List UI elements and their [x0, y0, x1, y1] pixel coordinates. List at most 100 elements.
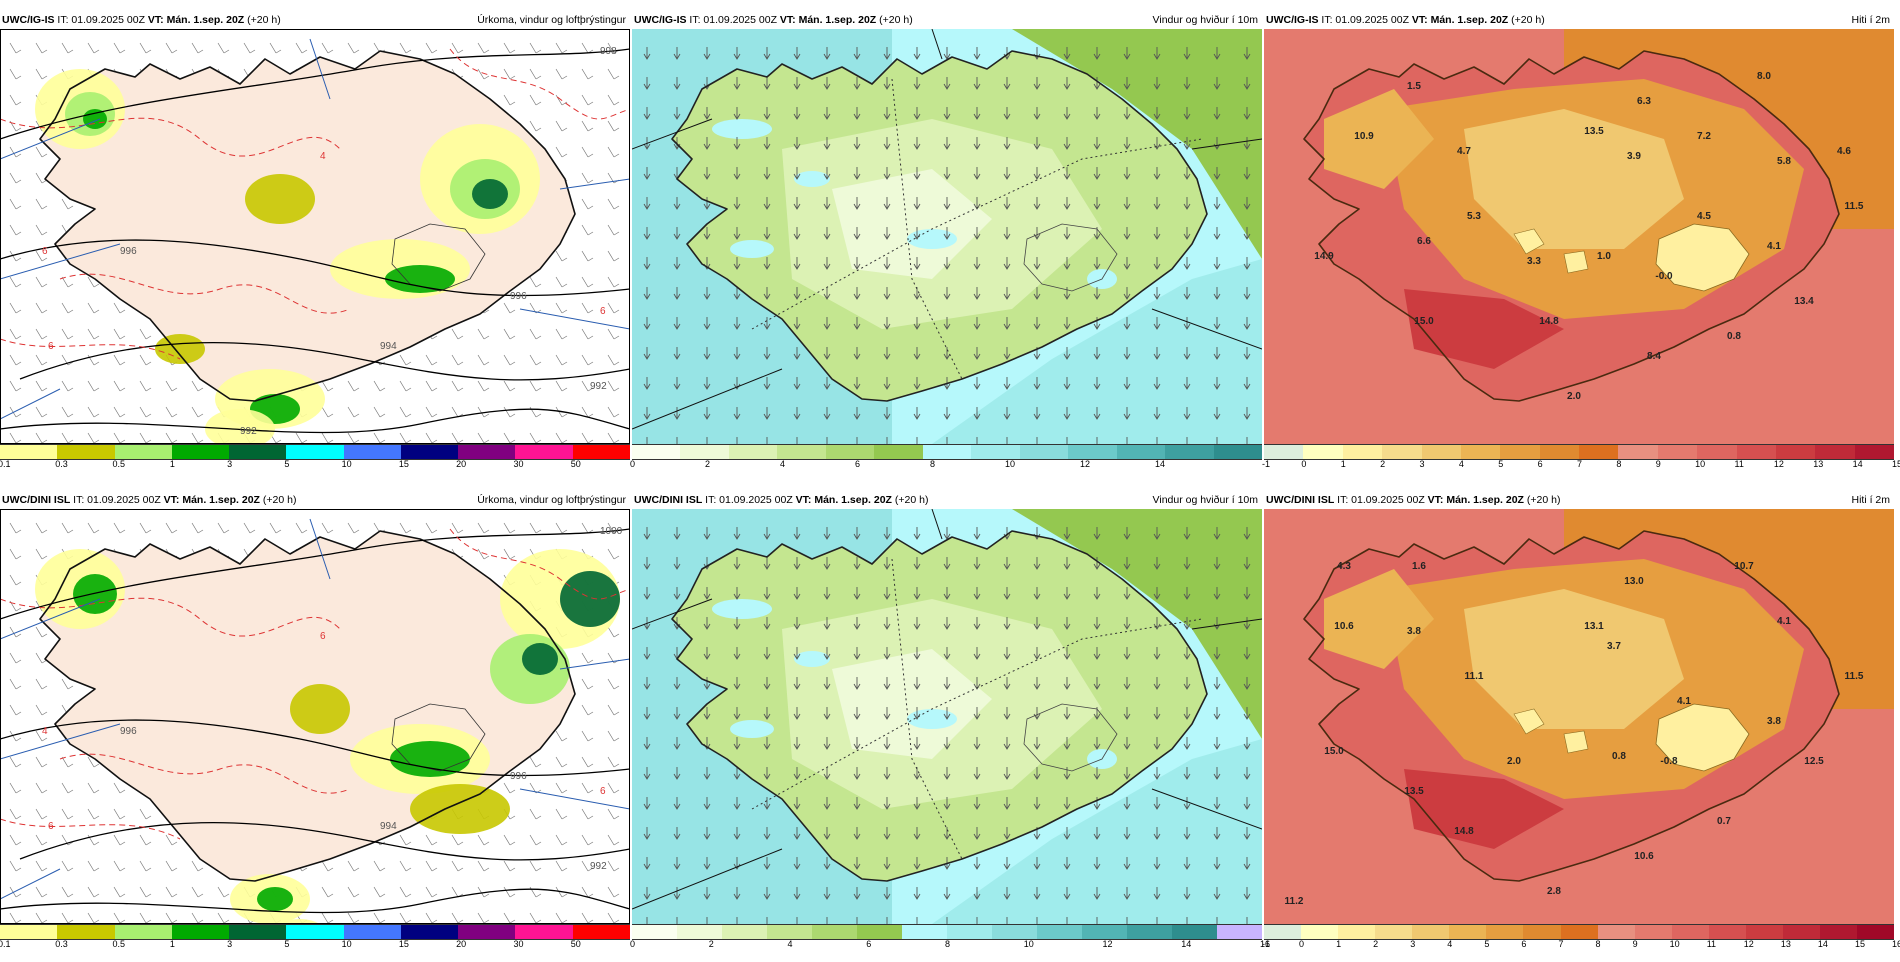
- wind-arrow: [673, 407, 681, 420]
- wind-barb: [581, 354, 594, 366]
- wind-barb: [113, 406, 126, 418]
- wind-barb: [477, 68, 490, 80]
- wind-barb: [165, 42, 178, 54]
- wind-barb: [191, 886, 204, 898]
- wind-arrow: [1063, 707, 1071, 720]
- wind-arrow: [763, 287, 771, 300]
- temperature-value: 4.7: [1457, 146, 1471, 157]
- wind-arrow: [793, 377, 801, 390]
- temperature-value: 4.3: [1337, 561, 1351, 572]
- wind-arrow: [823, 857, 831, 870]
- wind-arrow: [973, 197, 981, 210]
- wind-arrow: [763, 587, 771, 600]
- wind-arrow: [643, 227, 651, 240]
- wind-barb: [321, 860, 334, 872]
- wind-barb: [581, 198, 594, 210]
- colorbar-tick-label: 12: [1743, 939, 1754, 949]
- wind-barb: [35, 782, 48, 794]
- wind-arrow: [913, 77, 921, 90]
- wind-barb: [529, 68, 542, 80]
- wind-arrow: [793, 167, 801, 180]
- temperature-contour: [449, 48, 630, 120]
- wind-arrow: [1093, 887, 1101, 900]
- wind-arrow: [973, 377, 981, 390]
- colorbar-tick-label: 3: [1419, 459, 1425, 469]
- wind-arrow: [973, 47, 981, 60]
- colorbar-swatch: [1736, 445, 1776, 459]
- isobar-label: 996: [510, 771, 527, 782]
- colorbar-swatch: [1857, 925, 1895, 939]
- colorbar-tick-label: 2: [1380, 459, 1386, 469]
- wind-arrow: [793, 287, 801, 300]
- wind-arrow: [703, 227, 711, 240]
- wind-arrow: [883, 197, 891, 210]
- wind-barb: [451, 522, 464, 534]
- wind-arrow: [1093, 137, 1101, 150]
- wind-arrow: [853, 587, 861, 600]
- lead-time: (+20 h): [247, 14, 281, 26]
- wind-barb: [581, 406, 594, 418]
- colorbar-swatch: [1523, 925, 1561, 939]
- sheltered-area: [794, 651, 830, 667]
- wind-arrow: [913, 407, 921, 420]
- wind-zone: [1012, 29, 1262, 259]
- wind-arrow: [643, 167, 651, 180]
- wind-barb: [321, 912, 334, 924]
- wind-arrow: [913, 587, 921, 600]
- colorbar-swatch: [1303, 445, 1343, 459]
- wind-arrow: [673, 347, 681, 360]
- wind-barb: [61, 808, 74, 820]
- wind-barb: [191, 380, 204, 392]
- wind-arrow: [643, 797, 651, 810]
- wind-barb: [347, 886, 360, 898]
- wind-barb: [113, 302, 126, 314]
- temperature-contour: [0, 597, 341, 637]
- wind-arrow: [673, 557, 681, 570]
- wind-arrow: [703, 587, 711, 600]
- precip-area: [245, 174, 315, 224]
- wind-arrow: [1003, 557, 1011, 570]
- colorbar-tick-label: 3: [227, 939, 233, 949]
- wind-barb: [425, 522, 438, 534]
- wind-arrow: [823, 617, 831, 630]
- colorbar-tick-label: 30: [513, 939, 524, 949]
- wind-arrow: [1123, 47, 1131, 60]
- wind-barb: [529, 808, 542, 820]
- wind-arrow: [763, 527, 771, 540]
- wind-arrow: [823, 707, 831, 720]
- wind-barb: [581, 808, 594, 820]
- wind-arrow: [1123, 527, 1131, 540]
- wind-arrow: [674, 437, 680, 444]
- colorbar-swatch: [229, 925, 287, 939]
- wind-arrow: [1183, 797, 1191, 810]
- temperature-value: 14.8: [1454, 826, 1474, 837]
- wind-arrow: [793, 137, 801, 150]
- wind-barb: [503, 328, 516, 340]
- wind-arrow: [673, 377, 681, 390]
- colorbar-tick-label: 1: [1336, 939, 1342, 949]
- wind-arrow: [1093, 77, 1101, 90]
- wind-arrow: [763, 317, 771, 330]
- wind-arrow: [1214, 437, 1220, 444]
- wind-arrow: [1213, 347, 1221, 360]
- wind-arrow: [1183, 737, 1191, 750]
- colorbar-tick-label: 11: [1706, 939, 1717, 949]
- wind-arrow: [643, 317, 651, 330]
- wind-barb: [581, 224, 594, 236]
- colorbar-swatch: [947, 925, 992, 939]
- wind-arrow: [1213, 167, 1221, 180]
- wind-barb: [451, 42, 464, 54]
- wind-arrow: [1003, 167, 1011, 180]
- colorbar-tick-label: 12: [1080, 459, 1091, 469]
- wind-arrow: [853, 767, 861, 780]
- wind-barb: [581, 94, 594, 106]
- wind-arrow: [1153, 737, 1161, 750]
- wind-barb: [9, 354, 22, 366]
- wind-arrow: [1063, 167, 1071, 180]
- wind-arrow: [913, 677, 921, 690]
- colorbar-swatch: [515, 445, 573, 459]
- wind-arrow: [763, 227, 771, 240]
- wind-barb: [607, 730, 620, 742]
- panel-title: Hiti í 2m: [1851, 14, 1890, 26]
- wind-arrow: [913, 527, 921, 540]
